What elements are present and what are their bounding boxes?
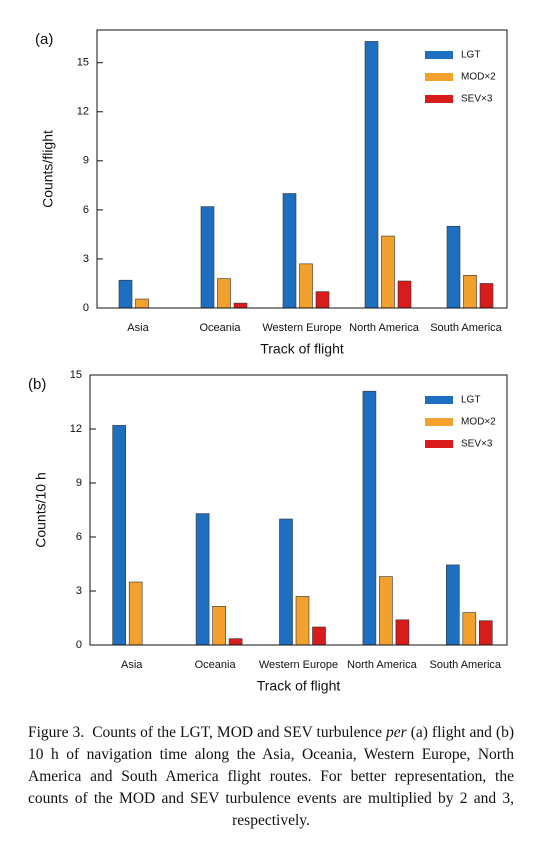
bar — [446, 225, 461, 309]
legend-swatch — [425, 95, 453, 103]
x-tick-label: South America — [430, 659, 502, 671]
y-tick-label: 3 — [83, 253, 89, 265]
caption-emphasis: per — [386, 724, 407, 741]
legend-swatch — [425, 73, 453, 81]
x-tick-label: Western Europe — [259, 659, 338, 671]
bar — [478, 620, 493, 646]
x-tick-label: Oceania — [200, 322, 242, 334]
y-tick-label: 9 — [76, 477, 82, 489]
bar — [118, 279, 133, 309]
legend-label: MOD×2 — [461, 417, 496, 428]
y-tick-label: 12 — [70, 423, 82, 435]
bar — [463, 274, 477, 309]
bar — [217, 278, 231, 309]
y-axis-title: Counts/flight — [40, 130, 56, 208]
bar — [381, 235, 395, 309]
y-tick-label: 6 — [76, 531, 82, 543]
y-tick-label: 6 — [83, 204, 89, 216]
y-tick-label: 0 — [83, 302, 89, 314]
legend-swatch — [425, 51, 453, 59]
legend-swatch — [425, 396, 453, 404]
x-tick-label: South America — [430, 322, 502, 334]
bar — [397, 280, 412, 309]
bar — [212, 605, 226, 646]
y-tick-label: 0 — [76, 639, 82, 651]
caption-text: (a) flight and (b) 10 h of navigation ti… — [28, 724, 515, 829]
bar — [295, 596, 310, 646]
bar — [445, 564, 460, 646]
legend-label: LGT — [461, 50, 480, 61]
bar — [279, 518, 293, 646]
x-tick-label: Asia — [121, 659, 143, 671]
legend-label: SEV×3 — [461, 94, 493, 105]
x-axis-title: Track of flight — [257, 678, 341, 694]
x-tick-label: Western Europe — [262, 322, 341, 334]
y-tick-label: 15 — [70, 369, 82, 381]
legend-label: LGT — [461, 395, 480, 406]
x-tick-label: North America — [347, 659, 418, 671]
panel-label: (a) — [35, 31, 53, 48]
bar — [195, 513, 210, 646]
bar — [462, 612, 477, 646]
legend-swatch — [425, 418, 453, 426]
bar — [200, 206, 215, 309]
bar — [128, 581, 143, 646]
bar — [379, 576, 393, 646]
x-axis-title: Track of flight — [260, 341, 344, 357]
caption-text: Counts of the LGT, MOD and SEV turbulenc… — [92, 724, 382, 741]
panel-label: (b) — [28, 376, 46, 393]
legend-swatch — [425, 440, 453, 448]
bar — [312, 626, 326, 646]
y-tick-label: 9 — [83, 155, 89, 167]
plot-frame — [89, 374, 508, 646]
x-tick-label: Asia — [127, 322, 149, 334]
caption: Figure 3. Counts of the LGT, MOD and SEV… — [28, 722, 514, 832]
caption-label: Figure 3. — [28, 724, 85, 741]
x-tick-label: North America — [349, 322, 420, 334]
bar — [299, 263, 313, 309]
figure: Asia Oceania Western Europe North America So… — [28, 29, 508, 694]
bar — [479, 283, 494, 309]
legend-label: SEV×3 — [461, 439, 493, 450]
bar — [395, 619, 410, 646]
bar — [315, 291, 330, 309]
y-tick-label: 12 — [77, 106, 89, 118]
legend-label: MOD×2 — [461, 72, 496, 83]
y-axis-title: Counts/10 h — [33, 472, 49, 548]
bar — [135, 298, 149, 309]
bar — [362, 390, 377, 646]
bar — [233, 302, 248, 309]
y-tick-label: 3 — [76, 585, 82, 597]
y-tick-label: 15 — [77, 57, 89, 69]
bar — [282, 193, 297, 309]
plot-frame — [96, 29, 508, 309]
bar — [364, 41, 379, 309]
x-tick-label: Oceania — [195, 659, 237, 671]
bar — [228, 638, 243, 646]
bar — [112, 425, 126, 646]
